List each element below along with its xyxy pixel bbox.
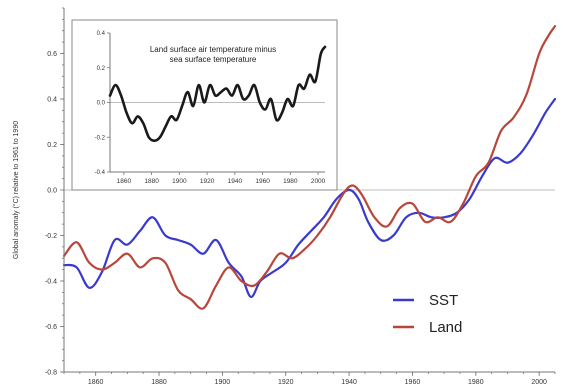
- series-line-land: [62, 25, 557, 310]
- inset-x-tick-label: 1880: [144, 178, 159, 185]
- x-tick-label: 2000: [531, 379, 547, 386]
- main-plot-area: 0.6 0.4 0.2 0.0 -0.2 -0.4 -0.6 -0.8 1860 1880 190…: [45, 7, 557, 386]
- y-axis-ticks: 0.6 0.4 0.2 0.0 -0.2 -0.4 -0.6 -0.8: [45, 7, 64, 377]
- y-tick-label: -0.8: [45, 370, 57, 377]
- x-axis-ticks: 1860 1880 1900 1920 1940 1960 1980 2000: [63, 372, 556, 386]
- inset-y-tick-label: 0.0: [97, 101, 106, 107]
- legend: SST Land: [393, 292, 462, 336]
- inset-x-axis-ticks: 1860 1880 1900 1920 1940 1960 1980 2000: [110, 171, 326, 185]
- inset-x-tick-label: 1980: [283, 178, 298, 185]
- inset-x-tick-label: 1920: [200, 178, 215, 185]
- series-line-sst: [62, 97, 557, 298]
- legend-label-sst: SST: [429, 292, 458, 309]
- x-tick-label: 1940: [341, 379, 357, 386]
- y-tick-label: 0.2: [47, 142, 57, 149]
- y-tick-label: -0.6: [45, 324, 57, 331]
- x-tick-label: 1920: [278, 379, 294, 386]
- inset-x-tick-label: 1900: [172, 178, 187, 185]
- x-tick-label: 1860: [88, 379, 104, 386]
- x-tick-label: 1900: [215, 379, 231, 386]
- inset-chart: 0.4 0.2 0.0 -0.2 -0.4 1860 1880 1900 1920 1940 19…: [71, 19, 338, 191]
- inset-x-tick-label: 2000: [311, 178, 326, 185]
- y-tick-label: 0.0: [47, 188, 57, 195]
- inset-title-line-1: Land surface air temperature minus: [150, 45, 276, 54]
- y-tick-label: 0.6: [47, 51, 57, 58]
- inset-y-tick-label: -0.4: [95, 170, 106, 176]
- inset-x-tick-label: 1960: [255, 178, 270, 185]
- x-tick-label: 1980: [468, 379, 484, 386]
- inset-y-tick-label: 0.4: [97, 31, 106, 37]
- inset-y-tick-label: -0.2: [95, 135, 106, 141]
- y-tick-label: 0.4: [47, 97, 57, 104]
- inset-x-tick-label: 1860: [117, 178, 132, 185]
- x-tick-label: 1880: [151, 379, 167, 386]
- legend-label-land: Land: [429, 319, 462, 336]
- main-series-group: [62, 25, 557, 310]
- inset-series-line: [108, 45, 327, 142]
- inset-series-group: [108, 45, 327, 142]
- y-tick-label: -0.2: [45, 233, 57, 240]
- inset-y-tick-label: 0.2: [97, 66, 106, 72]
- inset-x-tick-label: 1940: [228, 178, 243, 185]
- y-tick-label: -0.4: [45, 279, 57, 286]
- main-axes-frame: [63, 8, 555, 373]
- x-tick-label: 1960: [405, 379, 421, 386]
- y-axis-label: Global anomaly (°C) relative to 1961 to …: [12, 121, 20, 259]
- inset-title-line-2: sea surface temperature: [170, 55, 257, 64]
- inset-y-axis-ticks: 0.4 0.2 0.0 -0.2 -0.4: [95, 31, 111, 176]
